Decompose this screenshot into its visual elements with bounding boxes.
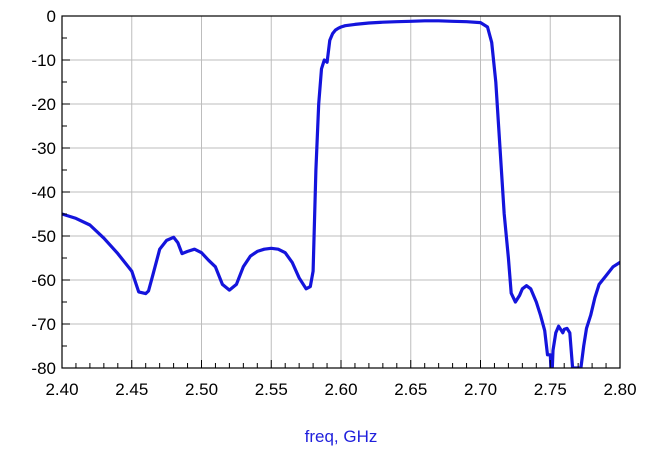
tick-marks <box>61 15 621 369</box>
y-tick-label: -60 <box>31 271 56 290</box>
y-tick-label: 0 <box>47 7 56 26</box>
x-tick-label: 2.80 <box>603 380 636 399</box>
x-tick-label: 2.40 <box>45 380 78 399</box>
x-tick-label: 2.65 <box>394 380 427 399</box>
series-layer <box>62 19 620 368</box>
y-tick-label: -40 <box>31 183 56 202</box>
x-tick-label: 2.75 <box>534 380 567 399</box>
y-tick-label: -80 <box>31 359 56 378</box>
x-tick-label: 2.60 <box>324 380 357 399</box>
y-tick-label: -30 <box>31 139 56 158</box>
x-tick-label: 2.50 <box>185 380 218 399</box>
x-axis-title: freq, GHz <box>305 427 378 446</box>
x-tick-label: 2.70 <box>464 380 497 399</box>
x-tick-label: 2.55 <box>255 380 288 399</box>
y-tick-label: -50 <box>31 227 56 246</box>
tick-labels: 2.40 2.45 2.50 2.55 2.60 2.65 2.70 2.75 2.80 0 -10… <box>31 7 636 399</box>
grid <box>61 15 621 369</box>
y-tick-label: -70 <box>31 315 56 334</box>
y-tick-label: -10 <box>31 51 56 70</box>
series-line-1 <box>62 19 620 368</box>
y-tick-label: -20 <box>31 95 56 114</box>
x-tick-label: 2.45 <box>115 380 148 399</box>
